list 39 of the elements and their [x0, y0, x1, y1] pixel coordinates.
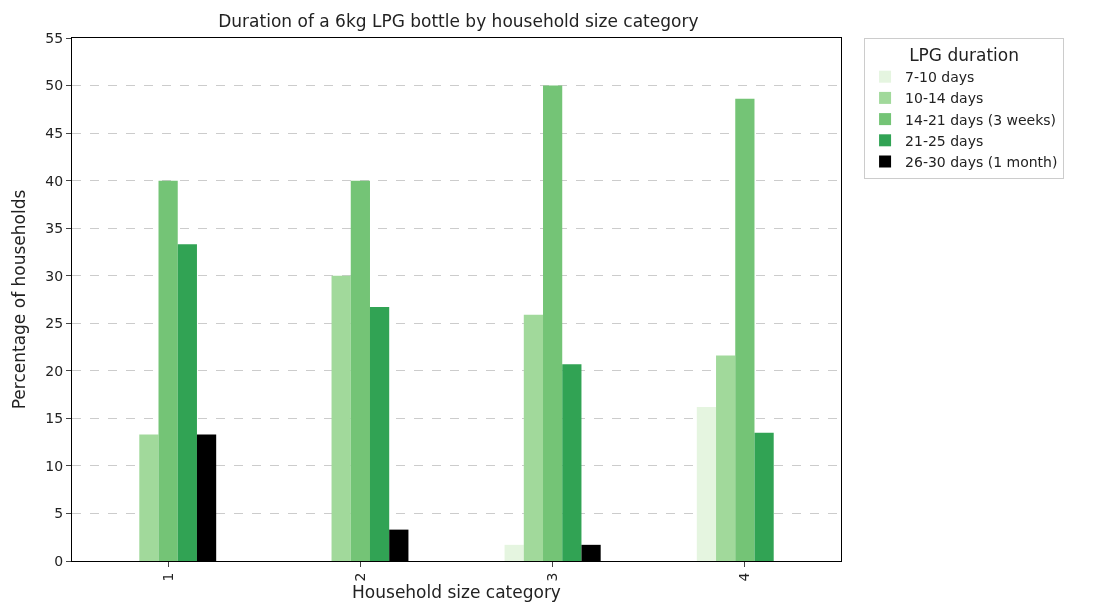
- y-tick-label: 25: [45, 315, 64, 332]
- bar: [331, 275, 351, 561]
- y-tick-label: 50: [45, 77, 64, 94]
- x-tick-label: 3: [544, 572, 561, 582]
- bar: [543, 85, 563, 561]
- y-tick-label: 10: [45, 457, 64, 474]
- bar: [504, 544, 524, 561]
- y-tick-label: 0: [54, 552, 64, 569]
- x-tick-label: 4: [736, 572, 753, 582]
- bar: [350, 180, 370, 561]
- y-tick-label: 55: [45, 29, 64, 46]
- bar: [139, 434, 159, 561]
- y-tick-label: 45: [45, 124, 64, 141]
- x-tick-label: 2: [351, 572, 368, 582]
- y-tick-label: 5: [54, 505, 64, 522]
- chart-title: Duration of a 6kg LPG bottle by household size category: [218, 11, 699, 32]
- legend-label: 26-30 days (1 month): [905, 153, 1058, 170]
- legend-label: 21-25 days: [905, 132, 984, 149]
- bar: [754, 432, 774, 561]
- y-axis-title: Percentage of households: [8, 189, 29, 410]
- y-tick-label: 15: [45, 410, 64, 427]
- y-tick-label: 20: [45, 362, 64, 379]
- bar: [158, 180, 178, 561]
- bar: [177, 244, 197, 561]
- bar: [562, 364, 582, 561]
- legend-label: 14-21 days (3 weeks): [905, 111, 1057, 128]
- bar: [369, 307, 390, 561]
- y-tick-label: 40: [45, 172, 64, 189]
- bar: [696, 406, 717, 561]
- legend-label: 7-10 days: [905, 69, 975, 86]
- legend-label: 10-14 days: [905, 90, 984, 107]
- legend-title: LPG duration: [909, 45, 1019, 66]
- x-tick-label: 1: [159, 572, 176, 582]
- y-tick-label: 30: [45, 267, 64, 284]
- x-axis-title: Household size category: [352, 581, 561, 602]
- bar: [523, 314, 544, 561]
- y-tick-label: 35: [45, 220, 64, 237]
- bar: [735, 98, 755, 561]
- bar: [716, 355, 736, 561]
